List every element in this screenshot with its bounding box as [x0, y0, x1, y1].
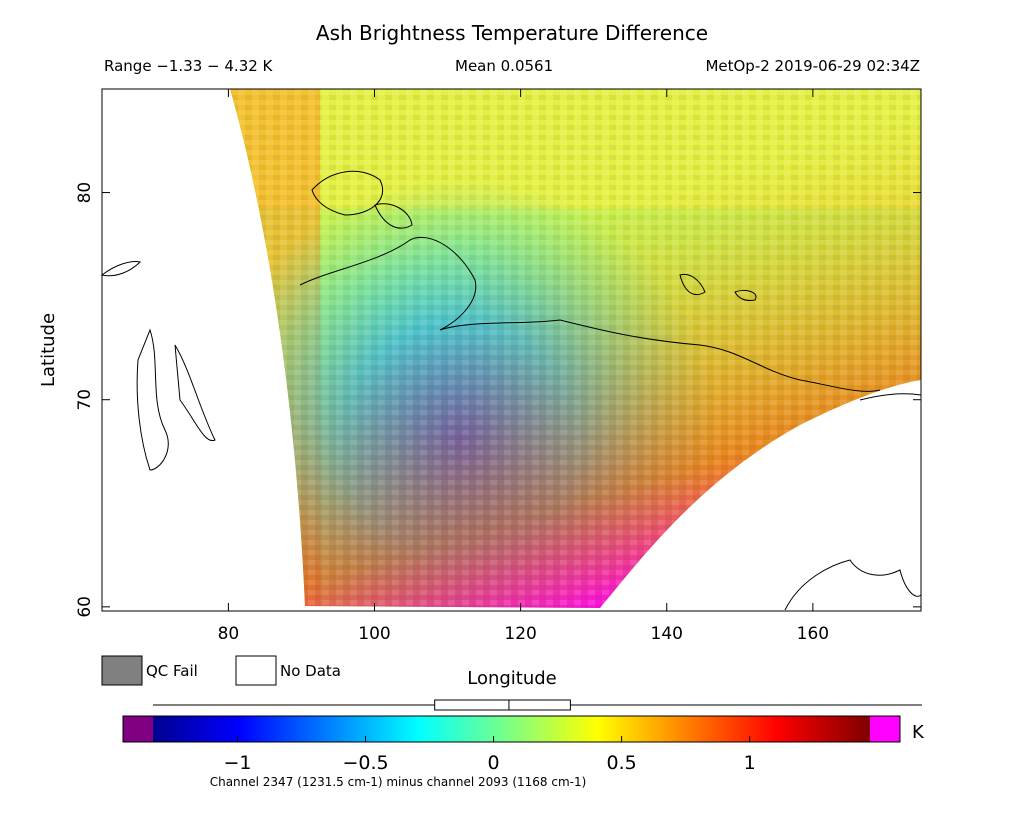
plot-frame: [101, 88, 922, 612]
range: Range −1.33 − 4.32 K: [104, 57, 274, 75]
y-axis-label: Latitude: [38, 313, 59, 387]
colorbar-tick-label: 0: [488, 752, 500, 774]
legend-label: QC Fail: [146, 662, 198, 680]
x-tick-label: 120: [504, 624, 536, 644]
source: MetOp-2 2019-06-29 02:34Z: [705, 57, 920, 75]
mean: Mean 0.0561: [455, 57, 553, 75]
caption: Channel 2347 (1231.5 cm-1) minus channel…: [210, 775, 587, 789]
x-axis-label: Longitude: [467, 668, 557, 689]
x-tick-label: 160: [797, 624, 829, 644]
legend-label: No Data: [280, 662, 341, 680]
colorbar-tick-label: −0.5: [342, 752, 388, 774]
legend: QC Fail No Data: [101, 655, 341, 686]
colorbar-tick-label: 1: [744, 752, 756, 774]
colorbar-gradient: [153, 716, 870, 742]
legend-swatch: [101, 655, 143, 686]
legend-swatch: [235, 655, 277, 686]
colorbar-tick-label: −1: [223, 752, 251, 774]
colorbar-frame: [122, 715, 901, 743]
swath: [230, 89, 921, 608]
colorbar-tick-label: 0.5: [607, 752, 637, 774]
coastlines: [100, 170, 922, 611]
colorbar-unit: K: [912, 722, 925, 743]
y-tick-label: 60: [75, 596, 95, 618]
title: Ash Brightness Temperature Difference: [316, 21, 708, 45]
colorbar: K −1 −0.5 0 0.5 1: [122, 699, 925, 774]
x-tick-label: 140: [651, 624, 683, 644]
x-tick-label: 100: [358, 624, 390, 644]
y-tick-label: 70: [75, 389, 95, 411]
y-tick-label: 80: [75, 182, 95, 204]
box: [434, 699, 571, 711]
colorbar-over: [870, 716, 900, 742]
x-tick-label: 80: [218, 624, 240, 644]
colorbar-under: [123, 716, 153, 742]
